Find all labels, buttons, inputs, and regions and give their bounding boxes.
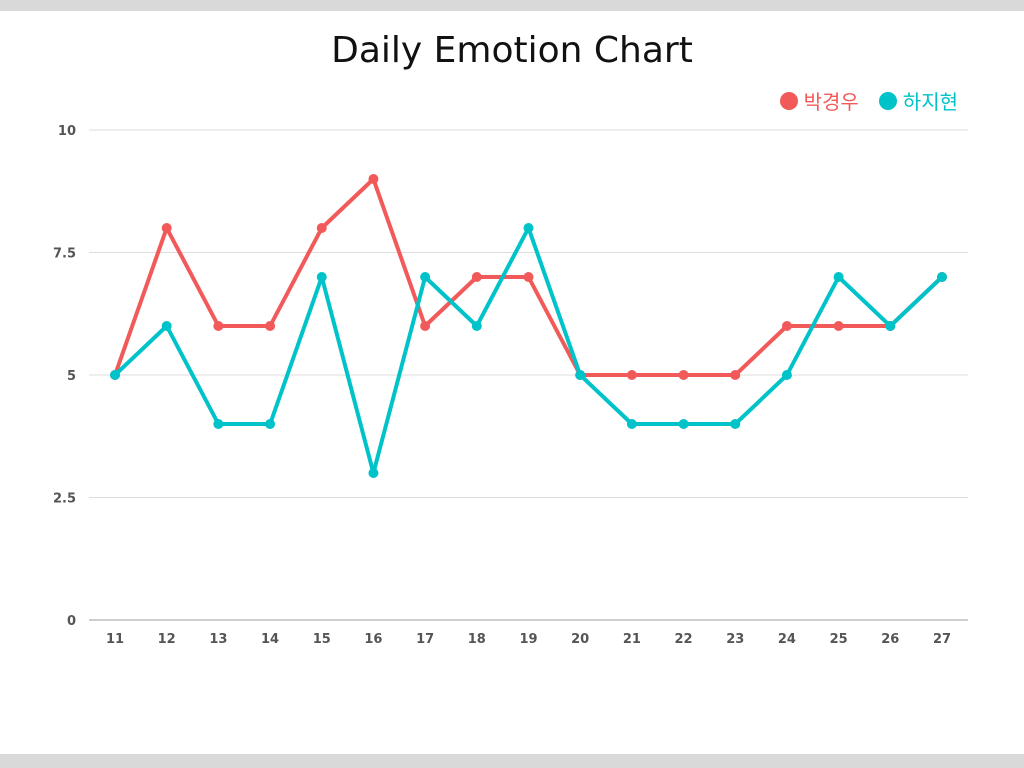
x-tick-label-0: 11 xyxy=(106,632,124,647)
series-1-point-0 xyxy=(110,370,120,380)
legend-item-series-1[interactable]: 하지현 xyxy=(878,86,958,115)
series-1-point-4 xyxy=(316,272,327,282)
series-0-point-7 xyxy=(471,272,482,282)
x-tick-label-6: 17 xyxy=(416,632,434,647)
series-1-point-16 xyxy=(937,272,947,282)
series-0-point-10 xyxy=(626,370,637,380)
x-tick-label-9: 20 xyxy=(571,632,589,647)
x-tick-label-4: 15 xyxy=(313,632,331,647)
series-0-point-13 xyxy=(781,321,792,331)
series-0-point-12 xyxy=(730,370,741,380)
x-tick-label-3: 14 xyxy=(261,632,279,647)
x-tick-label-2: 13 xyxy=(209,632,227,647)
series-0-point-14 xyxy=(833,321,844,331)
series-1-point-11 xyxy=(678,419,689,429)
legend-label-series-0: 박경우 xyxy=(803,90,859,114)
series-1-point-10 xyxy=(626,419,637,429)
series-0-point-6 xyxy=(420,321,431,331)
x-tick-label-13: 24 xyxy=(778,632,796,647)
legend-marker-series-0 xyxy=(779,91,798,110)
series-0-point-5 xyxy=(368,174,379,184)
series-1-point-2 xyxy=(213,419,224,429)
x-tick-label-11: 22 xyxy=(675,632,693,647)
legend-item-series-0[interactable]: 박경우 xyxy=(779,86,859,115)
series-1-point-14 xyxy=(833,272,844,282)
series-1-point-3 xyxy=(265,419,276,429)
legend-label-series-1: 하지현 xyxy=(902,90,958,114)
series-1-point-9 xyxy=(575,370,586,380)
chart-title: Daily Emotion Chart xyxy=(331,30,693,71)
series-0-point-4 xyxy=(316,223,327,233)
legend: 박경우 하지현 xyxy=(779,86,958,115)
series-line-1 xyxy=(113,226,944,475)
series-1-point-12 xyxy=(730,419,741,429)
y-tick-label-4: 10 xyxy=(58,124,76,139)
legend-marker-series-1 xyxy=(878,91,897,110)
x-tick-label-14: 25 xyxy=(830,632,848,647)
y-tick-label-3: 7.5 xyxy=(53,247,76,262)
y-tick-label-1: 2.5 xyxy=(53,492,76,507)
series-0-point-2 xyxy=(213,321,224,331)
x-tick-label-5: 16 xyxy=(364,632,382,647)
top-border xyxy=(0,0,1024,11)
series-1-point-7 xyxy=(471,321,482,331)
series-1-point-5 xyxy=(368,468,379,478)
x-tick-label-8: 19 xyxy=(519,632,537,647)
x-tick-label-1: 12 xyxy=(158,632,176,647)
x-tick-label-15: 26 xyxy=(881,632,899,647)
series-1-point-8 xyxy=(523,223,534,233)
series-0-point-11 xyxy=(678,370,689,380)
y-tick-label-0: 0 xyxy=(67,614,76,629)
x-tick-label-10: 21 xyxy=(623,632,641,647)
series-1-point-1 xyxy=(161,321,172,331)
series-1-point-15 xyxy=(885,321,896,331)
bottom-border xyxy=(0,754,1024,768)
x-tick-label-7: 18 xyxy=(468,632,486,647)
series-0-point-8 xyxy=(523,272,534,282)
series-0-point-3 xyxy=(265,321,276,331)
x-tick-label-16: 27 xyxy=(933,632,951,647)
x-tick-label-12: 23 xyxy=(726,632,744,647)
y-tick-label-2: 5 xyxy=(67,369,76,384)
series-0-point-1 xyxy=(161,223,172,233)
series-1-point-13 xyxy=(781,370,792,380)
series-1-point-6 xyxy=(420,272,431,282)
